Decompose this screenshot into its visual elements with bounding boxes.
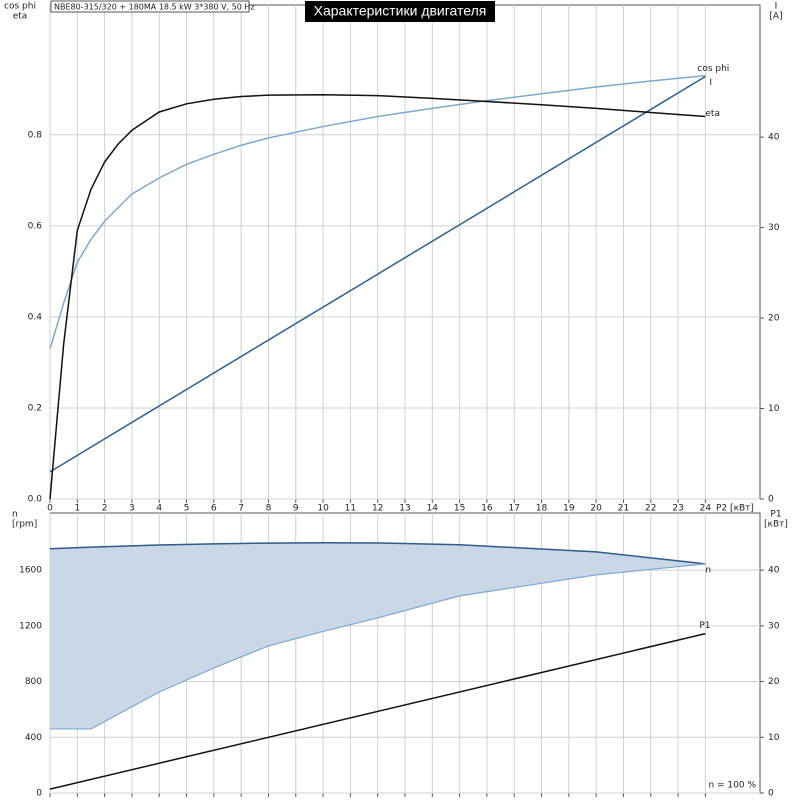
y-tick-label: 1600 [19,566,42,576]
band-lower [50,563,706,730]
y2-tick-label: 40 [768,133,780,143]
line [49,75,706,473]
y-tick-label: 800 [25,677,42,687]
band-area [50,542,706,729]
title: Характеристики двигателя [314,3,487,19]
y-tick-label: 0.0 [28,495,43,505]
x-tick-label: 15 [454,504,465,514]
y-axis-label: cos phi [4,2,36,12]
x-tick-label: 13 [399,504,410,514]
line [49,93,706,500]
title-box [305,1,495,22]
x-tick-label: 8 [266,504,272,514]
series-label: P1 [699,621,710,631]
y2-tick-label: 0 [768,789,774,799]
y2-tick-label: 10 [768,404,780,414]
x-tick-label: 10 [317,504,329,514]
x-tick-label: 5 [184,504,190,514]
x-label: P2 [кВт] [716,504,754,514]
series-label: I [709,78,712,88]
y2-tick-label: 0 [768,495,774,505]
model-box [50,0,250,13]
band-upper [49,542,706,565]
y2-tick-label: 20 [768,314,780,324]
y2-axis-label: [A] [769,12,782,22]
x-tick-label: 3 [129,504,135,514]
x-tick-label: 23 [672,504,683,514]
x-tick-label: 18 [536,504,548,514]
y2-axis-label: I [775,2,778,12]
y-tick-label: 1200 [19,621,42,631]
x-tick-label: 9 [293,504,299,514]
line [49,632,706,790]
y-axis-label: n [12,510,18,520]
x-tick-label: 20 [590,504,602,514]
x-tick-label: 11 [345,504,356,514]
x-tick-label: 24 [700,504,712,514]
x-tick-label: 12 [372,504,383,514]
y-axis-label: eta [13,12,28,22]
x-tick-label: 19 [563,504,575,514]
x-tick-label: 22 [645,504,656,514]
y-tick-label: 0.4 [28,312,43,322]
y2-tick-label: 30 [768,621,780,631]
y2-tick-label: 30 [768,223,780,233]
x-tick-label: 14 [427,504,439,514]
series-label: eta [705,109,720,119]
y-tick-label: 400 [25,733,42,743]
y-axis-label: [rpm] [12,520,37,530]
y2-axis-label: P1 [770,510,781,520]
y-tick-label: 0.2 [28,403,42,413]
x-tick-label: 17 [509,504,520,514]
x-tick-label: 0 [47,504,53,514]
x-tick-label: 4 [156,504,162,514]
y2-tick-label: 20 [768,677,780,687]
model-text: NBE80-315/320 + 180MA 18.5 kW 3*380 V, 5… [54,3,255,12]
y2-tick-label: 10 [768,733,780,743]
annotation: n = 100 % [708,781,756,791]
x-tick-label: 1 [74,504,80,514]
y-tick-label: 0.8 [28,130,43,140]
y-tick-label: 0.6 [28,221,43,231]
x-tick-label: 21 [618,504,629,514]
y-tick-label: 0 [36,789,42,799]
x-tick-label: 2 [102,504,108,514]
y2-tick-label: 40 [768,566,780,576]
x-tick-label: 7 [238,504,244,514]
series-label: cos phi [697,64,729,74]
x-tick-label: 6 [211,504,217,514]
x-tick-label: 16 [481,504,493,514]
series-label: n [705,565,711,575]
line [49,74,706,349]
y2-axis-label: [кВт] [764,520,788,530]
